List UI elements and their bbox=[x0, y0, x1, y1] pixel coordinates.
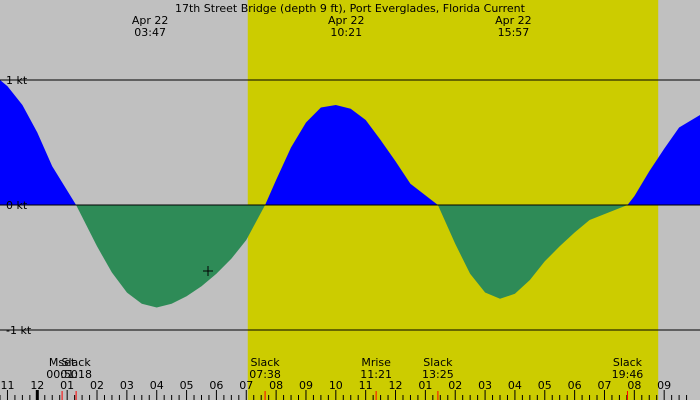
hour-tick-label: 04 bbox=[150, 379, 164, 392]
hour-tick-label: 02 bbox=[90, 379, 104, 392]
hour-tick-label: 01 bbox=[418, 379, 432, 392]
bottom-event-labels: Mset00:50Slack01:18Slack07:38Mrise11:21S… bbox=[46, 356, 643, 381]
y-tick-label: 1 kt bbox=[6, 74, 28, 87]
event-name-label: Slack bbox=[613, 356, 643, 369]
chart-title: 17th Street Bridge (depth 9 ft), Port Ev… bbox=[175, 2, 526, 15]
hour-tick-label: 12 bbox=[30, 379, 44, 392]
event-time-label: 10:21 bbox=[330, 26, 362, 39]
ebb-current-area bbox=[437, 205, 628, 299]
event-time-label: 01:18 bbox=[60, 368, 92, 381]
hour-tick-label: 07 bbox=[597, 379, 611, 392]
event-time-label: 07:38 bbox=[249, 368, 281, 381]
hour-tick-label: 09 bbox=[657, 379, 671, 392]
hour-tick-label: 02 bbox=[448, 379, 462, 392]
hour-tick-label: 03 bbox=[120, 379, 134, 392]
y-axis-labels: 1 kt 0 kt -1 kt bbox=[6, 74, 32, 337]
hour-tick-label: 12 bbox=[389, 379, 403, 392]
hour-tick-label: 07 bbox=[239, 379, 253, 392]
hour-tick-label: 05 bbox=[180, 379, 194, 392]
hour-tick-label: 04 bbox=[508, 379, 522, 392]
event-date-label: Apr 22 bbox=[328, 14, 365, 27]
hour-tick-label: 03 bbox=[478, 379, 492, 392]
event-time-label: 00:50 bbox=[46, 368, 78, 381]
hour-tick-label: 08 bbox=[627, 379, 641, 392]
event-name-label: Slack bbox=[250, 356, 280, 369]
hour-tick-label: 11 bbox=[359, 379, 373, 392]
flood-current-area bbox=[627, 115, 700, 205]
hour-tick-label: 09 bbox=[299, 379, 313, 392]
flood-current-area bbox=[0, 80, 77, 205]
current-areas bbox=[0, 80, 700, 308]
event-date-label: Apr 22 bbox=[132, 14, 169, 27]
hour-axis: 11 12 01 02 03 04 05 06 07 08 09 10 11 12 01 02 03 04 05 06… bbox=[0, 379, 688, 400]
event-name-label: Mset bbox=[49, 356, 76, 369]
event-time-label: 19:46 bbox=[612, 368, 644, 381]
y-tick-label: -1 kt bbox=[6, 324, 32, 337]
event-time-label: 03:47 bbox=[134, 26, 166, 39]
hour-tick-label: 01 bbox=[60, 379, 74, 392]
event-name-label: Slack bbox=[423, 356, 453, 369]
hour-tick-label: 08 bbox=[269, 379, 283, 392]
event-time-label: 13:25 bbox=[422, 368, 454, 381]
event-name-label: Slack bbox=[62, 356, 92, 369]
hour-tick-label: 05 bbox=[538, 379, 552, 392]
hour-tick-label: 06 bbox=[568, 379, 582, 392]
event-time-label: 15:57 bbox=[498, 26, 530, 39]
hour-tick-label: 11 bbox=[0, 379, 14, 392]
event-name-label: Mrise bbox=[361, 356, 391, 369]
hour-tick-label: 10 bbox=[329, 379, 343, 392]
event-date-label: Apr 22 bbox=[495, 14, 532, 27]
knot-gridlines bbox=[0, 79, 700, 331]
y-tick-label: 0 kt bbox=[6, 199, 28, 212]
crosshair-cursor-icon bbox=[203, 266, 213, 276]
flood-current-area bbox=[265, 105, 438, 205]
event-time-label: 11:21 bbox=[360, 368, 392, 381]
hour-tick-label: 06 bbox=[209, 379, 223, 392]
ebb-current-area bbox=[76, 205, 266, 308]
